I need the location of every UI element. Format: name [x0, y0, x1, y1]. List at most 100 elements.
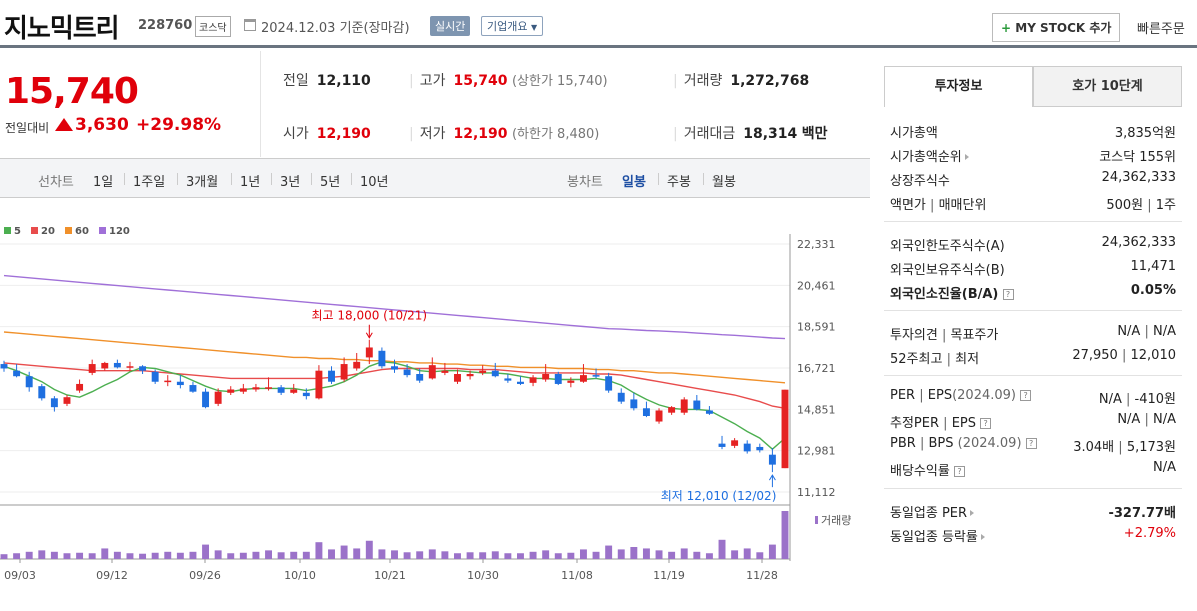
- volume-bar: [202, 544, 210, 559]
- divider: [658, 173, 659, 185]
- high-arrow-head: [365, 332, 373, 339]
- stock-chart[interactable]: 5 20 60 120 22,331 20,461 18,591 16,721 14,851 12…: [0, 199, 870, 607]
- divider: [311, 173, 312, 185]
- ma5-line: [3, 361, 786, 451]
- candle-body: [139, 366, 147, 371]
- candle-body: [202, 391, 210, 408]
- candle-body: [403, 369, 411, 376]
- candle-body: [76, 383, 84, 391]
- stat-prev: 전일 12,110: [283, 73, 371, 89]
- candle-monthly[interactable]: 월봉: [712, 175, 736, 190]
- x-tick-label: 11/19: [653, 569, 685, 582]
- volume-bar: [101, 548, 109, 559]
- plus-icon: +: [1001, 21, 1012, 35]
- candle-body: [668, 407, 676, 413]
- period-1d[interactable]: 1일: [93, 175, 114, 190]
- up-arrow-icon: [55, 118, 73, 131]
- period-3y[interactable]: 3년: [280, 175, 301, 190]
- volume-bar: [403, 552, 411, 559]
- volume-bar: [554, 553, 562, 559]
- volume-bar: [302, 551, 310, 559]
- x-tick-label: 10/30: [467, 569, 499, 582]
- volume-bar: [38, 550, 46, 559]
- row-sector-per[interactable]: 동일업종 PER -327.77배: [890, 506, 1176, 521]
- candle-body: [743, 443, 751, 452]
- ma120-line: [3, 274, 786, 340]
- candle-body: [63, 397, 71, 404]
- stock-header: 지노믹트리 228760 코스닥 2024.12.03 기준(장마감) 실시간 …: [0, 0, 1197, 48]
- volume-bar: [290, 551, 298, 559]
- candle-body: [315, 370, 323, 399]
- row-opinion: 투자의견 | 목표주가 N/A | N/A: [890, 324, 1176, 343]
- volume-bar: [151, 552, 159, 559]
- divider: [884, 488, 1182, 489]
- help-icon[interactable]: ?: [953, 466, 965, 477]
- candle-body: [428, 365, 436, 379]
- row-sector-change[interactable]: 동일업종 등락률 +2.79%: [890, 526, 1176, 545]
- volume-bar: [680, 548, 688, 559]
- candle-body: [328, 370, 335, 382]
- divider: [884, 221, 1182, 222]
- help-icon[interactable]: ?: [1002, 289, 1014, 300]
- divider: [884, 375, 1182, 376]
- period-10y[interactable]: 10년: [360, 175, 389, 190]
- help-icon[interactable]: ?: [980, 418, 992, 429]
- y-tick-label: 22,331: [797, 238, 836, 251]
- candle-body: [718, 443, 726, 447]
- volume-bar: [579, 549, 587, 559]
- x-tick-label: 09/03: [4, 569, 36, 582]
- candle-weekly[interactable]: 주봉: [667, 175, 691, 190]
- volume-bar: [113, 551, 121, 559]
- row-foreign-owned: 외국인보유주식수(B) 11,471: [890, 259, 1176, 278]
- candle-body: [113, 362, 121, 368]
- basis-date: 2024.12.03 기준(장마감): [261, 21, 410, 36]
- quick-order-link[interactable]: 빠른주문: [1137, 22, 1185, 37]
- candle-body: [0, 364, 8, 369]
- candle-body: [277, 387, 285, 393]
- volume-bar: [491, 551, 499, 559]
- volume-bar: [277, 552, 285, 559]
- volume-bar: [743, 548, 751, 559]
- volume-bar: [365, 540, 373, 559]
- candle-daily[interactable]: 일봉: [622, 175, 646, 190]
- candle-body: [50, 398, 58, 408]
- volume-bar: [0, 554, 8, 559]
- volume-label: 거래량: [821, 514, 851, 527]
- period-3m[interactable]: 3개월: [186, 175, 219, 190]
- low-annotation: 최저 12,010 (12/02): [661, 489, 777, 503]
- triangle-right-icon: [970, 510, 975, 516]
- tab-investment-info[interactable]: 투자정보: [884, 66, 1033, 107]
- candle-body: [189, 385, 197, 392]
- help-icon[interactable]: ?: [1020, 390, 1032, 401]
- volume-bar: [139, 553, 147, 559]
- volume-bar: [239, 552, 247, 559]
- corp-info-dropdown[interactable]: 기업개요 ▼: [481, 16, 544, 36]
- volume-bar: [441, 551, 449, 559]
- candle-body: [88, 364, 96, 373]
- change-percent: +29.98%: [136, 115, 222, 135]
- candle-body: [592, 375, 600, 377]
- realtime-button[interactable]: 실시간: [430, 16, 471, 36]
- period-1w[interactable]: 1주일: [133, 175, 166, 190]
- triangle-right-icon: [980, 534, 985, 540]
- add-mystock-button[interactable]: + MY STOCK 추가: [992, 13, 1121, 42]
- volume-bar: [504, 553, 512, 559]
- candle-body: [504, 378, 512, 381]
- stat-low: | 저가 12,190 (하한가 8,480): [409, 126, 600, 142]
- divider: [703, 173, 704, 185]
- candle-body: [781, 389, 789, 469]
- period-5y[interactable]: 5년: [320, 175, 341, 190]
- help-icon[interactable]: ?: [1025, 438, 1037, 449]
- volume-bar: [781, 511, 789, 559]
- investment-panel: 투자정보 호가 10단계 시가총액 3,835억원 시가총액순위 코스닥 155위 …: [884, 66, 1182, 556]
- divider: [124, 173, 125, 185]
- price-stats: 전일 12,110 | 고가 15,740 (상한가 15,740) | 거래량 1,27…: [260, 51, 870, 157]
- candle-body: [252, 387, 260, 390]
- candle-body: [630, 399, 638, 409]
- volume-bar: [630, 547, 638, 559]
- line-chart-label: 선차트: [38, 175, 74, 190]
- row-pbr: PBR | BPS (2024.09) ? 3.04배 | 5,173원: [890, 436, 1176, 455]
- row-market-cap-rank[interactable]: 시가총액순위 코스닥 155위: [890, 150, 1176, 165]
- tab-hoga[interactable]: 호가 10단계: [1033, 66, 1182, 107]
- period-1y[interactable]: 1년: [240, 175, 261, 190]
